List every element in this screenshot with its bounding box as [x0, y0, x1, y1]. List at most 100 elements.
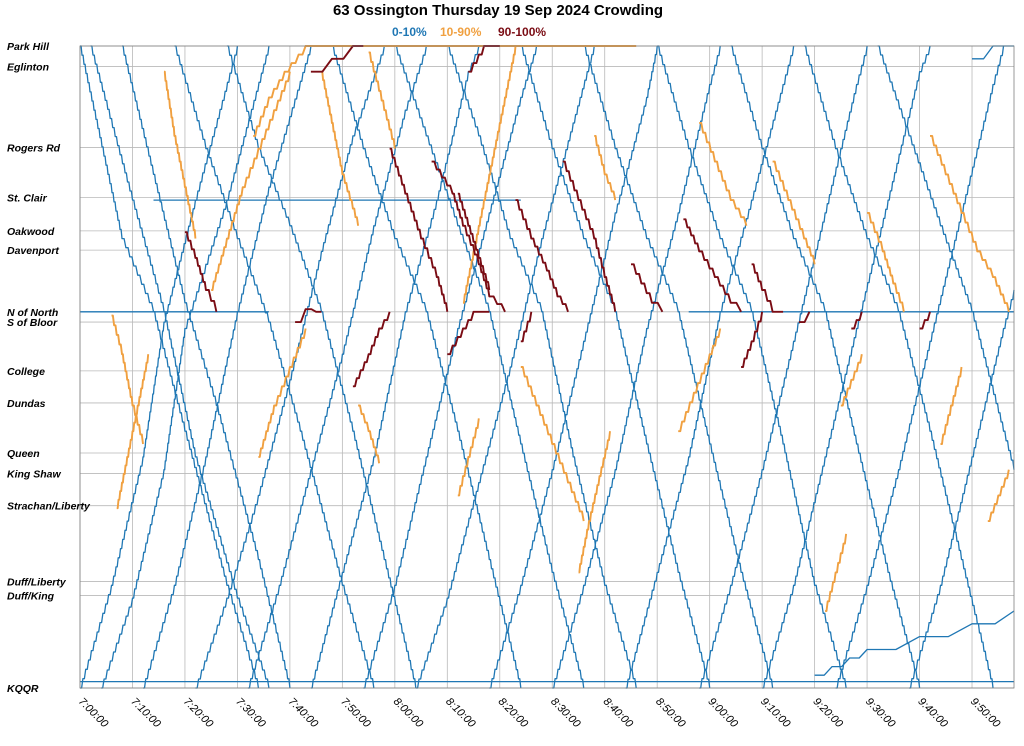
time-tick-label: 7:10:00 — [128, 696, 163, 731]
stop-label: Duff/Liberty — [7, 576, 67, 588]
stop-label: N of North — [7, 307, 58, 319]
bus-trip-trace — [699, 122, 748, 227]
bus-trip-trace — [578, 431, 611, 574]
time-tick-label: 8:30:00 — [548, 696, 583, 731]
bus-trip-trace — [457, 418, 480, 497]
bus-trip-trace — [520, 45, 711, 689]
bus-trip-trace — [919, 311, 931, 330]
stop-label: Davenport — [7, 245, 59, 257]
bus-trip-trace — [80, 45, 260, 689]
bus-trip-trace — [840, 354, 863, 407]
bus-trip-trace — [101, 45, 270, 689]
bus-trip-trace — [321, 70, 360, 226]
bus-trip-trace — [930, 134, 1010, 312]
bus-trip-trace — [772, 160, 816, 265]
bus-trip-trace — [825, 533, 848, 612]
time-tick-label: 8:20:00 — [496, 696, 531, 731]
bus-trip-trace — [358, 404, 381, 464]
bus-trip-trace — [457, 192, 491, 291]
chart-grid — [79, 45, 1014, 689]
bus-trip-trace — [940, 366, 963, 445]
time-tick-label: 7:20:00 — [181, 696, 216, 731]
bus-trip-trace — [520, 366, 585, 522]
bus-trip-trace — [258, 328, 307, 458]
bus-trip-trace — [111, 314, 144, 445]
bus-trip-trace — [184, 231, 218, 312]
bus-trip-trace — [657, 45, 847, 689]
time-tick-label: 7:40:00 — [286, 696, 321, 731]
stop-label: College — [7, 366, 45, 378]
bus-trip-trace — [909, 289, 1015, 689]
time-labels: 7:00:00 7:10:00 7:20:00 7:30:00 7:40:00 7:50:… — [76, 696, 1003, 731]
time-tick-label: 9:50:00 — [968, 696, 1003, 731]
bus-trip-trace — [631, 263, 664, 313]
bus-trip-trace — [116, 354, 150, 510]
bus-trip-trace — [226, 45, 417, 689]
time-tick-label: 8:40:00 — [601, 696, 636, 731]
bus-trip-trace — [295, 308, 322, 324]
bus-trip-trace — [987, 469, 1010, 523]
stop-label: Park Hill — [7, 41, 50, 53]
time-tick-label: 8:00:00 — [391, 696, 426, 731]
bus-trip-trace — [143, 45, 312, 689]
bus-trip-trace — [363, 45, 538, 689]
bus-trip-trace — [877, 45, 1015, 470]
stop-label: Eglinton — [7, 62, 49, 74]
bus-trip-trace — [195, 45, 385, 689]
bus-trip-trace — [730, 45, 921, 689]
time-tick-label: 9:00:00 — [706, 696, 741, 731]
bus-trip-trace — [431, 160, 506, 313]
time-tick-label: 9:10:00 — [758, 696, 793, 731]
stop-label: Queen — [7, 448, 40, 460]
bus-trip-trace — [80, 45, 239, 689]
plot-frame — [79, 45, 1015, 689]
bus-trip-trace — [520, 311, 533, 343]
bus-trip-trace — [331, 45, 522, 689]
legend-item: 90-100% — [498, 25, 546, 39]
bus-trip-trace — [489, 45, 658, 689]
bus-trip-trace — [867, 211, 905, 312]
bus-trip-trace — [583, 45, 774, 689]
bus-trip-trace — [447, 310, 490, 356]
bus-trip-trace — [683, 218, 742, 313]
bus-trip-trace — [972, 45, 1014, 60]
stop-label: Dundas — [7, 398, 46, 410]
bus-trip-trace — [247, 45, 427, 689]
chart-title: 63 Ossington Thursday 19 Sep 2024 Crowdi… — [333, 2, 663, 19]
time-tick-label: 8:50:00 — [653, 696, 688, 731]
stop-label: Rogers Rd — [7, 142, 61, 154]
time-tick-label: 9:30:00 — [863, 696, 898, 731]
time-tick-label: 7:50:00 — [338, 696, 373, 731]
bus-trip-trace — [798, 311, 811, 324]
stop-label: Oakwood — [7, 226, 55, 238]
bus-trip-trace — [211, 71, 291, 291]
time-tick-label: 7:30:00 — [233, 696, 268, 731]
bus-traces — [80, 45, 1015, 689]
bus-trip-trace — [751, 263, 784, 313]
bus-trip-trace — [415, 45, 595, 689]
bus-trip-trace — [594, 134, 617, 201]
bus-trip-trace — [835, 45, 1005, 689]
bus-trip-trace — [447, 45, 637, 689]
bus-trip-trace — [368, 51, 396, 149]
legend-item: 0-10% — [392, 25, 427, 39]
bus-trip-trace — [310, 45, 364, 73]
bus-trip-trace — [174, 45, 375, 689]
time-tick-label: 9:40:00 — [915, 696, 950, 731]
bus-trip-trace — [352, 311, 391, 388]
stop-label: KQQR — [7, 683, 39, 695]
stop-label: Duff/King — [7, 591, 55, 603]
chart-legend: 0-10% 10-90% 90-100% — [392, 25, 546, 39]
bus-trip-trace — [741, 311, 764, 368]
bus-trip-trace — [804, 45, 994, 689]
bus-trip-trace — [699, 45, 868, 689]
stop-label: S of Bloor — [7, 317, 58, 329]
bus-trip-trace — [814, 610, 1015, 676]
bus-trip-trace — [389, 147, 449, 312]
bus-trip-trace — [122, 45, 291, 689]
bus-trip-trace — [394, 45, 585, 689]
bus-trip-trace — [678, 328, 722, 433]
time-tick-label: 9:20:00 — [810, 696, 845, 731]
time-tick-label: 8:10:00 — [443, 696, 478, 731]
